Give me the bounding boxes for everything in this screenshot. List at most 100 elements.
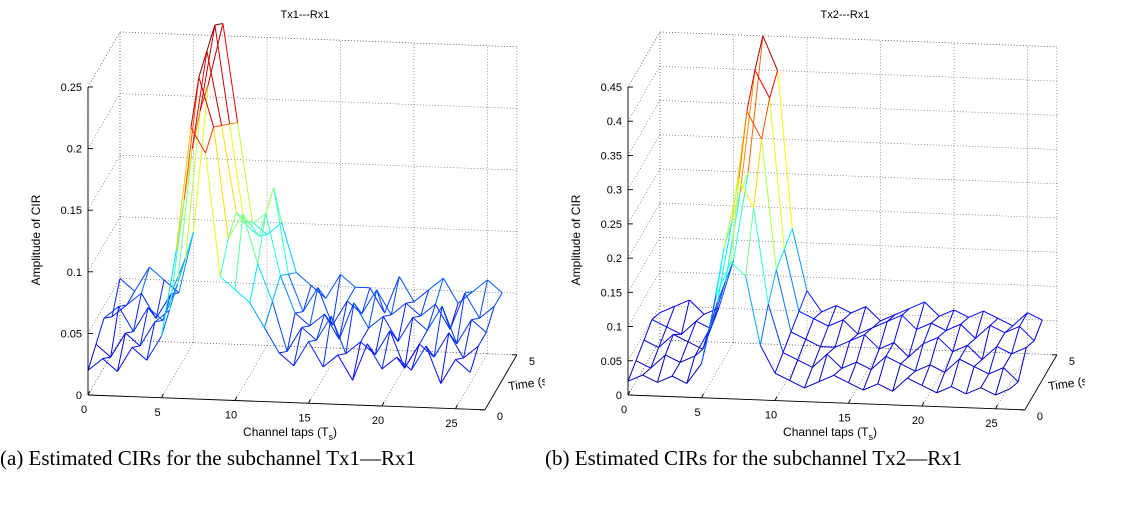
- mesh-segment: [803, 367, 813, 389]
- mesh-segment: [309, 313, 325, 327]
- mesh-segment: [686, 355, 696, 384]
- mesh-segment: [921, 364, 931, 386]
- x-tick-label: 20: [372, 415, 384, 427]
- mesh-segment: [161, 309, 170, 337]
- mesh-segment: [207, 23, 224, 85]
- mesh-segment: [774, 352, 784, 374]
- mesh-segment: [805, 318, 815, 340]
- mesh-segment: [139, 321, 156, 347]
- mesh-segment: [206, 50, 223, 126]
- mesh-segment: [294, 312, 311, 327]
- grid-line: [659, 305, 1057, 321]
- mesh-segment: [687, 320, 697, 342]
- mesh-segment: [997, 317, 1014, 327]
- box-edge: [659, 31, 1057, 48]
- mesh-segment: [746, 70, 756, 112]
- mesh-segment: [804, 381, 820, 389]
- grid-line: [161, 342, 194, 398]
- mesh-segment: [937, 337, 954, 353]
- mesh-segment: [665, 354, 681, 363]
- mesh-segment: [650, 347, 660, 369]
- mesh-segment: [988, 367, 1004, 375]
- grid-line: [627, 202, 661, 259]
- x-tick-label: 25: [445, 418, 457, 430]
- mesh-segment: [836, 305, 852, 314]
- mesh-segment: [355, 286, 370, 289]
- mesh-segment: [487, 279, 503, 294]
- mesh-segment: [651, 312, 661, 320]
- z-tick-label: 0: [76, 390, 82, 402]
- z-tick-label: 0.05: [601, 356, 622, 368]
- mesh-segment: [650, 354, 666, 369]
- grid-line: [119, 93, 517, 109]
- mesh-segment: [116, 347, 133, 372]
- mesh-segment: [1003, 367, 1019, 383]
- z-tick-label: 0.3: [607, 185, 622, 197]
- mesh-segment: [738, 179, 755, 208]
- mesh-segment: [288, 272, 297, 275]
- mesh-segment: [681, 320, 697, 335]
- mesh-segment: [657, 375, 673, 383]
- mesh-segment: [782, 352, 798, 361]
- mesh-segment: [887, 314, 903, 322]
- mesh-segment: [981, 325, 991, 360]
- mesh-segment: [413, 289, 430, 303]
- mesh-segment: [767, 303, 784, 353]
- mesh-segment: [433, 306, 443, 358]
- z-tick-label: 0.2: [67, 144, 82, 156]
- mesh-segment: [679, 355, 695, 363]
- mesh-segment: [178, 231, 194, 294]
- mesh-segment: [265, 213, 281, 276]
- x-tick-label: 10: [765, 410, 777, 422]
- mesh-segment: [412, 315, 421, 318]
- mesh-segment: [412, 317, 428, 331]
- mesh-segment: [205, 126, 215, 154]
- mesh-segment: [126, 292, 142, 306]
- mesh-segment: [286, 327, 303, 352]
- mesh-segment: [103, 316, 113, 319]
- mesh-segment: [717, 281, 726, 302]
- grid-line: [659, 100, 1057, 116]
- mesh-segment: [110, 332, 126, 358]
- tick-mark: [161, 393, 164, 398]
- mesh-segment: [923, 336, 939, 345]
- mesh-segment: [132, 345, 141, 348]
- mesh-segment: [762, 35, 779, 71]
- mesh-segment: [695, 313, 705, 322]
- grid-line: [119, 216, 517, 232]
- mesh-segment: [908, 329, 918, 358]
- mesh-segment: [418, 330, 428, 345]
- grid-line: [659, 202, 1057, 219]
- mesh-segment: [797, 339, 807, 361]
- y-tick-label: 5: [1069, 356, 1075, 368]
- mesh-segment: [895, 307, 911, 316]
- chart-title: Tx2---Rx1: [821, 9, 870, 21]
- mesh-segment: [821, 305, 837, 313]
- mesh-segment: [139, 307, 149, 347]
- mesh-segment: [759, 303, 769, 346]
- grid-line: [87, 155, 121, 211]
- mesh-segment: [278, 352, 295, 367]
- box-edge: [627, 31, 661, 88]
- mesh-segment: [382, 316, 399, 342]
- mesh-segment: [885, 342, 895, 357]
- mesh-segment: [826, 353, 843, 369]
- x-tick-label: 5: [694, 407, 700, 419]
- grid-line: [774, 345, 808, 401]
- mesh-segment: [309, 287, 319, 327]
- mesh-segment: [906, 370, 916, 379]
- mesh-segment: [981, 346, 998, 360]
- mesh-segment: [222, 23, 239, 123]
- mesh-segment: [87, 358, 104, 371]
- mesh-segment: [125, 332, 141, 347]
- mesh-segment: [777, 70, 793, 229]
- mesh-segment: [968, 310, 984, 318]
- mesh-segment: [908, 343, 924, 358]
- mesh-segment: [730, 261, 746, 277]
- mesh-segment: [842, 319, 859, 335]
- mesh-segment: [119, 278, 136, 292]
- mesh-segment: [325, 274, 341, 299]
- x-axis-label-text: Channel taps (T: [243, 425, 329, 439]
- mesh-segment: [715, 247, 725, 296]
- mesh-segment: [149, 266, 165, 281]
